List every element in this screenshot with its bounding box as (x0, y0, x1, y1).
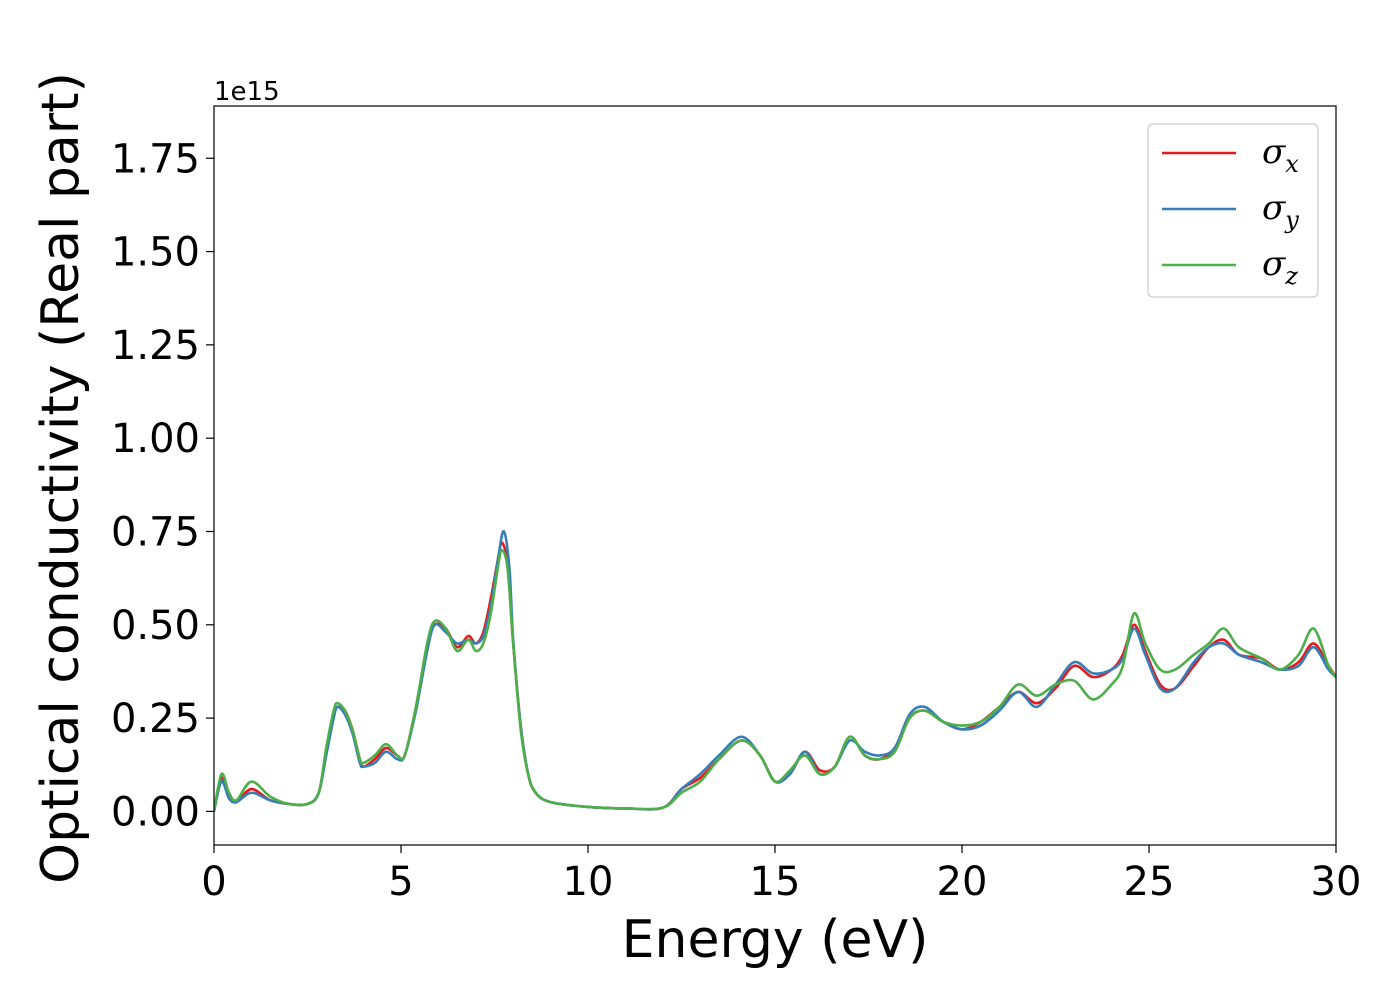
series-layer (214, 530, 1336, 812)
legend-symbol: σ (1262, 244, 1286, 284)
legend-label-y: σy (1262, 188, 1299, 234)
y-offset-text: 1e15 (214, 77, 280, 107)
legend-box (1147, 123, 1319, 298)
x-tick-label: 10 (563, 859, 614, 905)
y-tick-label: 1.50 (111, 230, 200, 276)
legend-subscript: x (1285, 150, 1299, 178)
y-tick-label: 0.50 (111, 603, 200, 649)
y-tick-label: 1.00 (111, 416, 200, 462)
x-tick-label: 25 (1124, 859, 1175, 905)
legend-symbol: σ (1262, 188, 1286, 228)
y-tick-label: 0.25 (111, 696, 200, 742)
y-tick-label: 0.00 (111, 789, 200, 835)
legend-label-x: σx (1262, 132, 1299, 178)
x-tick-label: 5 (388, 859, 413, 905)
y-tick-label: 0.75 (111, 509, 200, 555)
legend-symbol: σ (1262, 132, 1286, 172)
legend-label-z: σz (1262, 244, 1298, 290)
legend-subscript: z (1284, 262, 1298, 290)
x-tick-label: 20 (937, 859, 988, 905)
y-tick-label: 1.75 (111, 136, 200, 182)
x-axis: 0 5 10 15 20 25 30 (201, 845, 1361, 905)
x-tick-label: 0 (201, 859, 226, 905)
legend-subscript: y (1284, 206, 1299, 234)
x-axis-label: Energy (eV) (622, 910, 929, 970)
x-tick-label: 30 (1311, 859, 1362, 905)
x-tick-label: 15 (750, 859, 801, 905)
series-line-z (214, 548, 1336, 812)
y-axis: 0.00 0.25 0.50 0.75 1.00 1.25 1.50 1.75 (111, 136, 214, 835)
y-tick-label: 1.25 (111, 323, 200, 369)
y-axis-label: Optical conductivity (Real part) (31, 72, 91, 884)
series-line-x (214, 541, 1336, 812)
